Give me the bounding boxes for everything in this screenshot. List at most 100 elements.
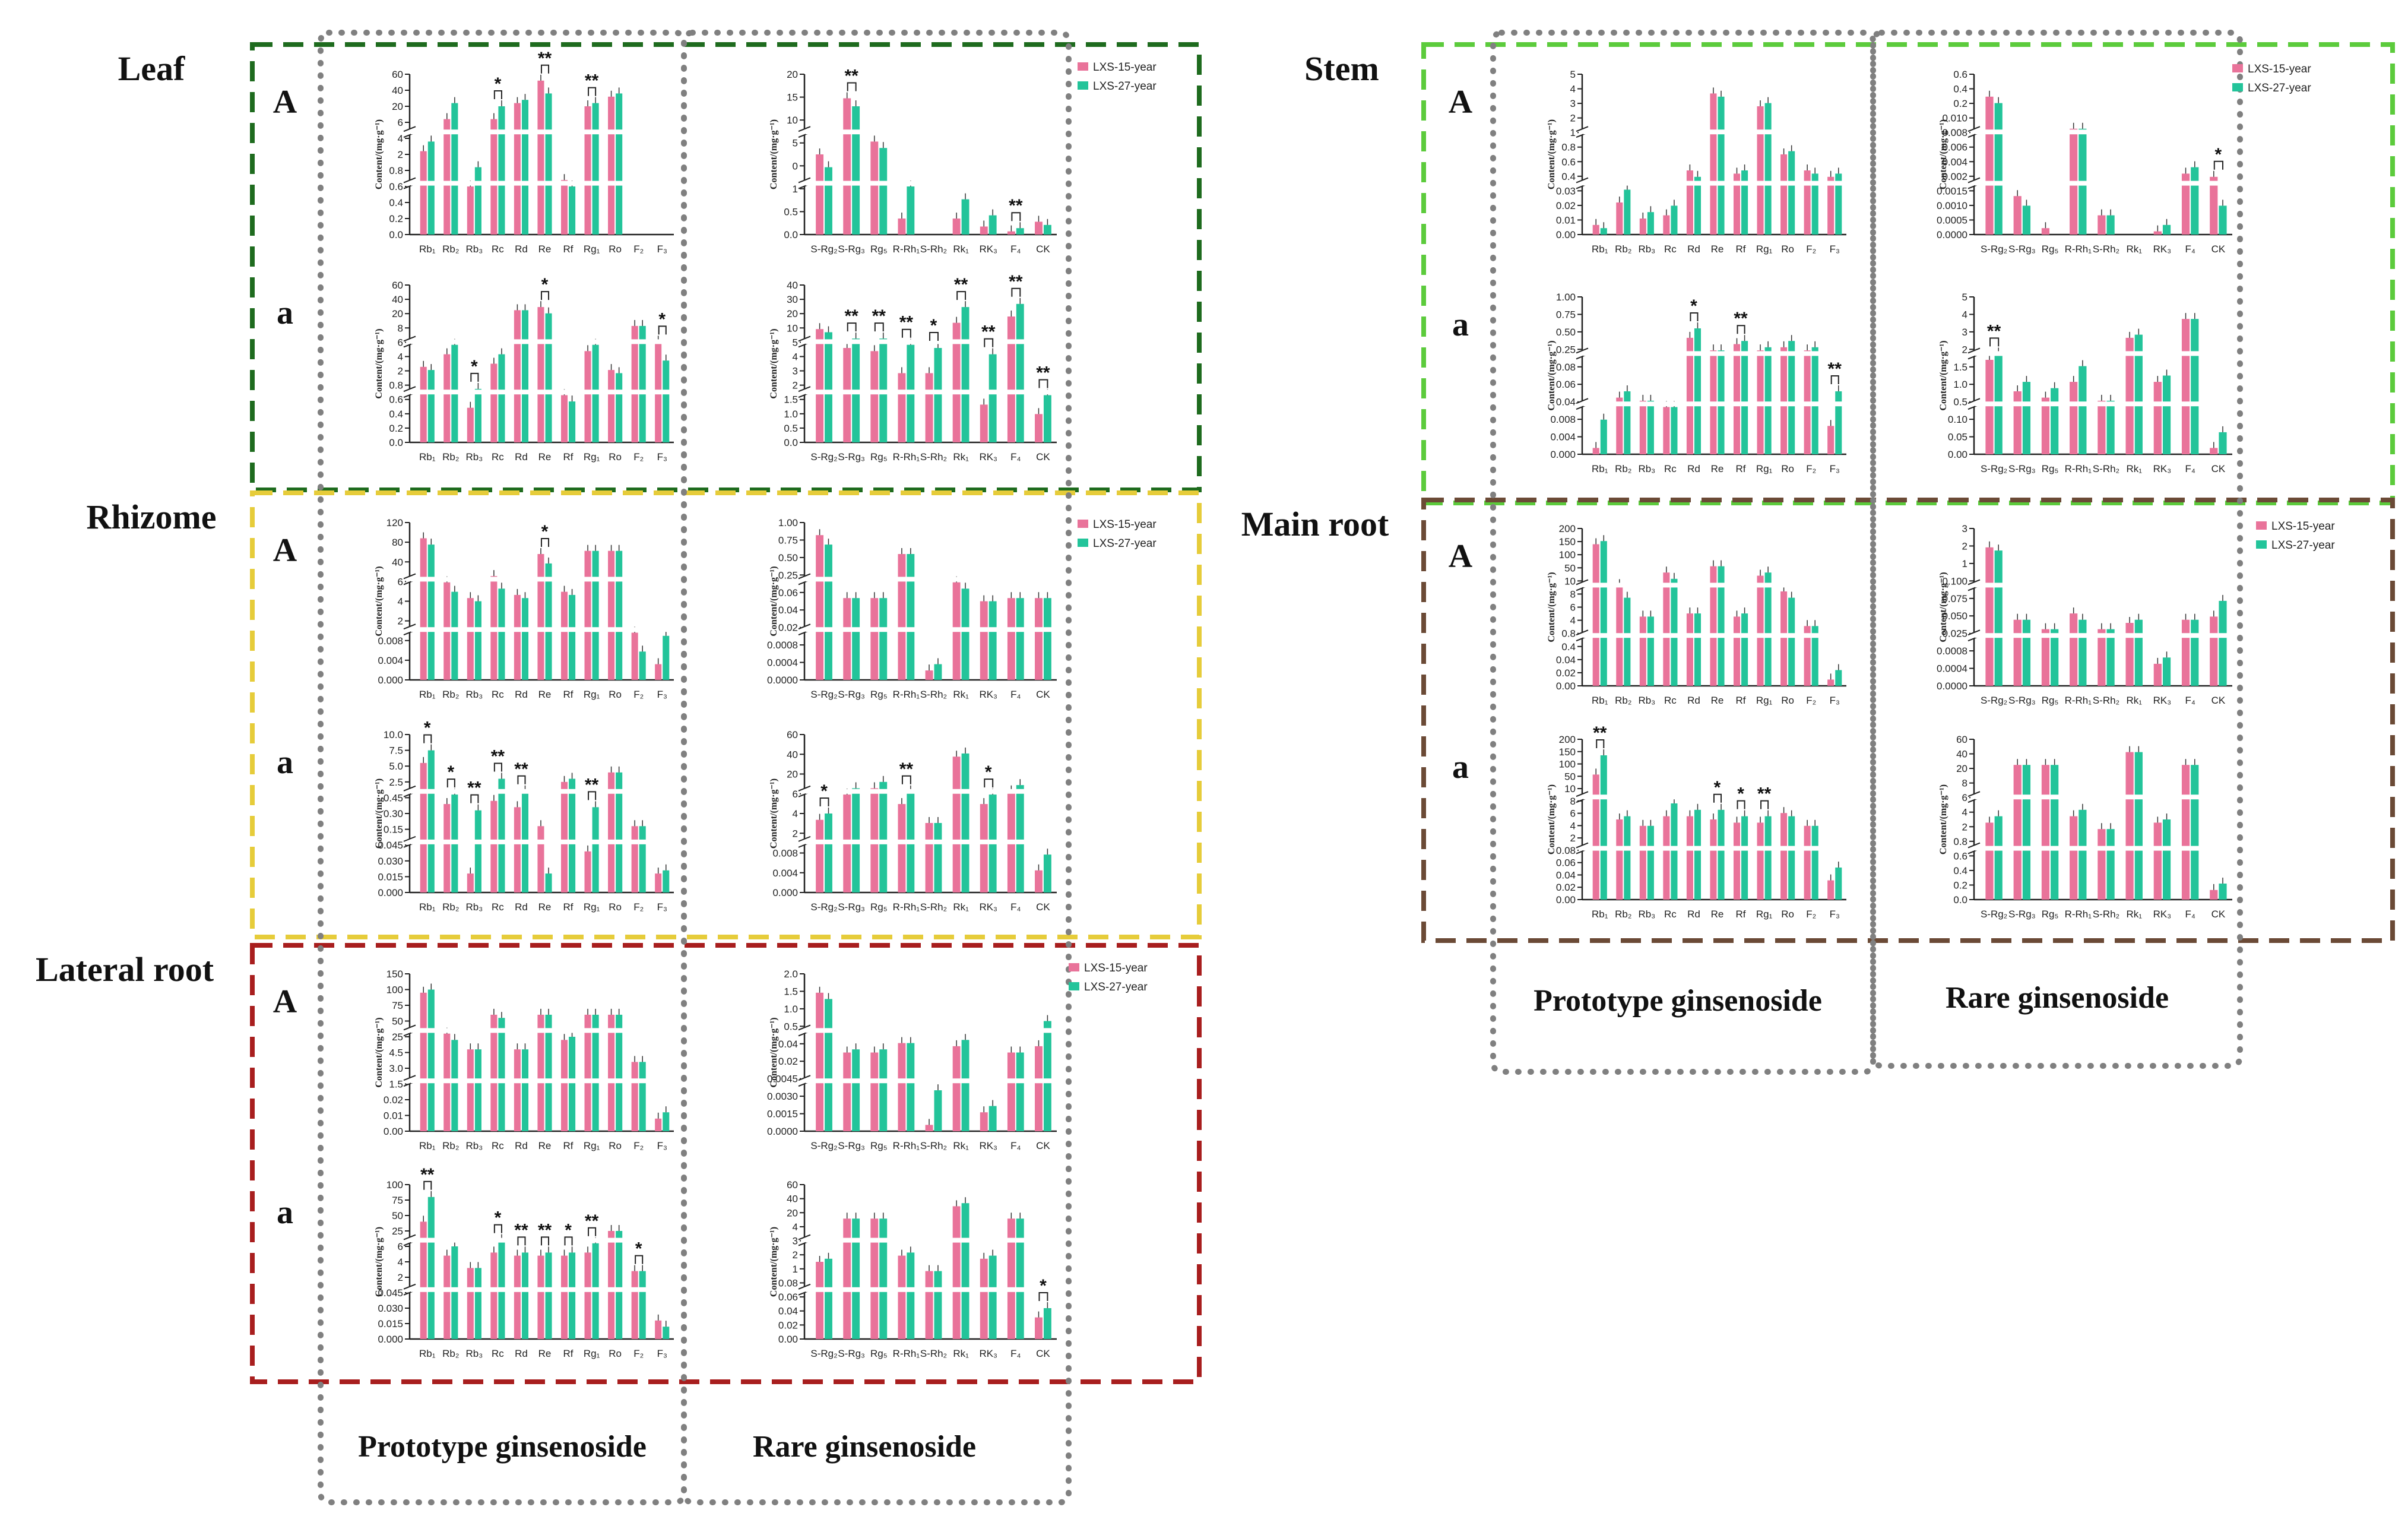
y-tick-label: 0.04 — [778, 604, 798, 616]
bar-series-2 — [1694, 809, 1702, 900]
significance-bracket — [564, 1236, 573, 1246]
bar-series-1 — [952, 1206, 961, 1339]
bar-series-1 — [1733, 344, 1741, 454]
x-tick-label: Rb₂ — [1615, 463, 1631, 474]
x-tick-label: CK — [2211, 463, 2226, 474]
y-tick-label: 60 — [787, 1179, 798, 1191]
bar-break — [411, 789, 674, 794]
bar-series-2 — [2051, 629, 2059, 686]
y-tick-label: 0.015 — [378, 871, 403, 882]
x-tick-label: Rc — [492, 689, 504, 700]
bar-series-1 — [443, 119, 451, 235]
y-tick-label: 2.5 — [389, 777, 403, 788]
x-tick-label: F₃ — [1830, 695, 1840, 706]
bar-series-2 — [988, 1106, 997, 1131]
bar-series-1 — [1985, 822, 1994, 900]
y-tick-label: 0.0010 — [1937, 200, 1967, 211]
y-tick-label: 0.0030 — [767, 1091, 798, 1102]
axis-break-mark — [798, 386, 811, 393]
y-tick-label: 0.0 — [389, 437, 403, 448]
tissue-title: Stem — [1304, 49, 1379, 88]
significance-bracket — [1737, 800, 1745, 809]
bar-break — [411, 627, 674, 632]
bar-series-2 — [961, 753, 969, 892]
y-tick-label: 100 — [1559, 759, 1576, 770]
x-tick-label: S-Rg₃ — [2008, 243, 2036, 255]
bar-series-2 — [2106, 215, 2115, 235]
bar-series-1 — [490, 800, 498, 892]
y-tick-label: 0.75 — [778, 534, 798, 546]
bar-series-1 — [2153, 231, 2162, 235]
y-tick-label: 1.0 — [784, 1004, 798, 1015]
bar-series-1 — [631, 1271, 638, 1339]
x-tick-label: RK₃ — [979, 689, 997, 700]
x-tick-label: Rg₅ — [870, 689, 888, 700]
bar-series-2 — [2219, 884, 2227, 900]
x-tick-label: Rd — [1687, 463, 1700, 474]
tissue-frame — [1421, 498, 2395, 943]
bar-series-1 — [467, 598, 474, 680]
bar-series-1 — [1639, 219, 1646, 235]
bar-series-2 — [616, 772, 623, 892]
bar-series-2 — [474, 1268, 481, 1339]
y-tick-label: 0.50 — [778, 552, 798, 564]
bar-series-2 — [1764, 347, 1772, 454]
bar-series-1 — [1733, 616, 1741, 686]
bar-series-1 — [1592, 224, 1599, 235]
bar-series-2 — [427, 989, 435, 1131]
bar-series-2 — [1835, 670, 1842, 686]
x-tick-label: Rf — [563, 901, 574, 913]
bar-series-2 — [474, 601, 481, 680]
y-tick-label: 0.002 — [1942, 171, 1967, 182]
y-tick-label: 40 — [392, 294, 403, 305]
axis-break-mark — [1967, 579, 1981, 585]
bar-series-1 — [467, 407, 474, 442]
x-tick-label: Rd — [515, 243, 528, 255]
bar-break — [411, 839, 674, 844]
bar-series-1 — [843, 348, 851, 442]
y-tick-label: 5 — [1570, 69, 1576, 80]
y-tick-label: 4.5 — [389, 1047, 403, 1059]
x-tick-label: F₃ — [657, 243, 667, 255]
x-tick-label: S-Rg₃ — [838, 689, 865, 700]
y-tick-label: 8 — [1570, 796, 1576, 807]
rare-panel: Content/(mg·g⁻¹) 3 2 1 0.100 0.075 0.050 0.025 0… — [1937, 523, 2232, 706]
bar-series-1 — [980, 804, 988, 892]
axis-break-mark — [798, 1283, 811, 1290]
y-axis-label: Content/(mg·g⁻¹) — [769, 328, 779, 398]
x-tick-label: F₄ — [2185, 695, 2195, 706]
significance-bracket — [1989, 337, 2000, 347]
y-tick-label: 20 — [787, 769, 798, 780]
bar-series-2 — [639, 325, 646, 442]
x-tick-label: CK — [2211, 243, 2226, 255]
x-tick-label: F₂ — [1806, 909, 1816, 920]
significance-bracket — [1038, 1292, 1048, 1301]
x-tick-label: Rb₂ — [1615, 909, 1631, 920]
x-tick-label: Re — [538, 1348, 552, 1359]
bar-series-2 — [1694, 328, 1702, 454]
x-tick-label: RK₃ — [2153, 243, 2172, 255]
bar-series-2 — [1994, 103, 2003, 235]
bar-series-1 — [843, 1052, 851, 1131]
significance-marker: * — [565, 1220, 572, 1240]
bar-series-1 — [560, 781, 568, 892]
x-tick-label: S-Rg₃ — [838, 451, 865, 463]
bar-series-2 — [498, 1018, 505, 1131]
bar-series-2 — [1624, 597, 1631, 686]
y-tick-label: 0.5 — [784, 423, 798, 434]
bar-series-1 — [420, 992, 427, 1131]
x-tick-label: F₂ — [633, 1348, 644, 1359]
bar-series-2 — [2079, 619, 2087, 686]
y-tick-label: 4 — [398, 133, 403, 144]
rare-panel: Content/(mg·g⁻¹) 60 40 20 6 4 2 0.008 0.004 0.000… — [769, 729, 1057, 913]
significance-marker: ** — [1828, 359, 1842, 379]
significance-marker: * — [2215, 145, 2222, 164]
y-tick-label: 0.045 — [378, 1287, 403, 1299]
bar-series-2 — [1671, 407, 1678, 454]
y-tick-label: 4 — [398, 351, 403, 362]
prototype-panel: Content/(mg·g⁻¹) 60 40 20 8 6 4 2 0.8 0.6 0.4 0.2 0.… — [374, 275, 674, 463]
x-tick-label: Rb₁ — [1592, 695, 1608, 706]
y-tick-label: 0.4 — [389, 197, 403, 208]
bar-series-1 — [514, 103, 521, 235]
bar-series-1 — [898, 554, 906, 680]
